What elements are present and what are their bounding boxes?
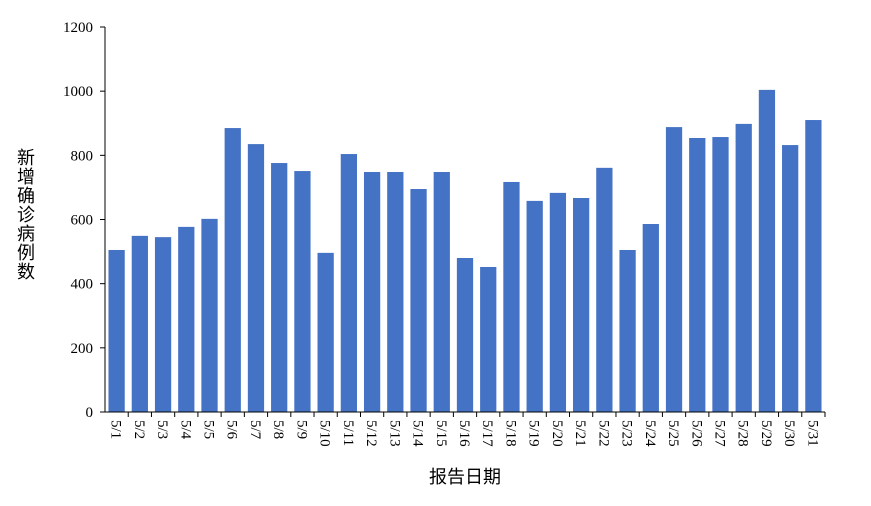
x-tick-label: 5/25 [665, 420, 681, 447]
bar [665, 127, 683, 412]
x-tick-label: 5/23 [619, 420, 635, 447]
bar [317, 252, 334, 412]
y-axis-label: 新增确诊病例数 [15, 148, 35, 281]
x-tick-label: 5/26 [688, 420, 704, 447]
bar [224, 128, 241, 412]
x-tick-label: 5/12 [363, 420, 379, 447]
y-tick-label: 0 [86, 405, 94, 421]
y-tick-label: 600 [71, 213, 94, 229]
x-tick-label: 5/18 [502, 420, 518, 447]
x-tick-label: 5/22 [595, 420, 611, 447]
bar [387, 172, 404, 412]
bar [433, 172, 450, 412]
bar [642, 223, 659, 412]
x-axis-label: 报告日期 [429, 467, 501, 487]
x-tick-label: 5/7 [247, 420, 263, 440]
bar [573, 198, 590, 412]
y-tick-label: 400 [71, 277, 94, 293]
bar [410, 189, 427, 412]
bar [363, 172, 381, 412]
x-tick-label: 5/15 [433, 420, 449, 447]
x-tick-label: 5/9 [293, 420, 309, 439]
x-tick-label: 5/27 [711, 420, 727, 447]
x-tick-label: 5/24 [642, 420, 658, 447]
bar [735, 123, 752, 413]
x-tick-label: 5/1 [108, 420, 124, 439]
bar [340, 154, 357, 413]
bar [758, 89, 776, 412]
x-tick-label: 5/11 [340, 420, 356, 446]
bar [271, 163, 288, 412]
bar [480, 266, 497, 412]
x-tick-label: 5/4 [177, 420, 193, 440]
x-tick-label: 5/20 [549, 420, 565, 447]
bar [294, 171, 311, 412]
y-tick-label: 1200 [63, 20, 93, 36]
x-tick-label: 5/5 [201, 420, 217, 439]
x-tick-label: 5/21 [572, 420, 588, 447]
bar [619, 249, 636, 412]
x-tick-label: 5/13 [386, 420, 402, 447]
bar [782, 145, 799, 413]
x-tick-label: 5/10 [317, 420, 333, 447]
y-tick-label: 800 [71, 148, 94, 164]
x-tick-label: 5/14 [410, 420, 426, 447]
y-tick-label: 200 [71, 341, 94, 357]
x-tick-label: 5/6 [224, 420, 240, 440]
bar [201, 218, 218, 412]
x-tick-label: 5/17 [479, 420, 495, 447]
bar [526, 200, 543, 412]
x-tick-label: 5/19 [526, 420, 542, 447]
x-tick-label: 5/2 [131, 420, 147, 439]
x-tick-label: 5/29 [758, 420, 774, 447]
bar [154, 237, 172, 412]
x-tick-label: 5/30 [781, 420, 797, 447]
x-tick-label: 5/16 [456, 420, 472, 447]
bar [549, 192, 567, 412]
y-tick-label: 1000 [63, 84, 93, 100]
bar [131, 235, 148, 412]
bar [596, 167, 613, 412]
bar [456, 258, 474, 412]
bar [178, 226, 195, 412]
bar [712, 137, 729, 412]
bar [689, 138, 706, 412]
bar [247, 144, 265, 412]
bar [805, 120, 822, 413]
x-tick-label: 5/31 [804, 420, 820, 447]
bar [108, 249, 125, 412]
x-tick-label: 5/3 [154, 420, 170, 439]
x-tick-label: 5/8 [270, 420, 286, 439]
x-tick-label: 5/28 [735, 420, 751, 447]
bar [503, 181, 520, 412]
